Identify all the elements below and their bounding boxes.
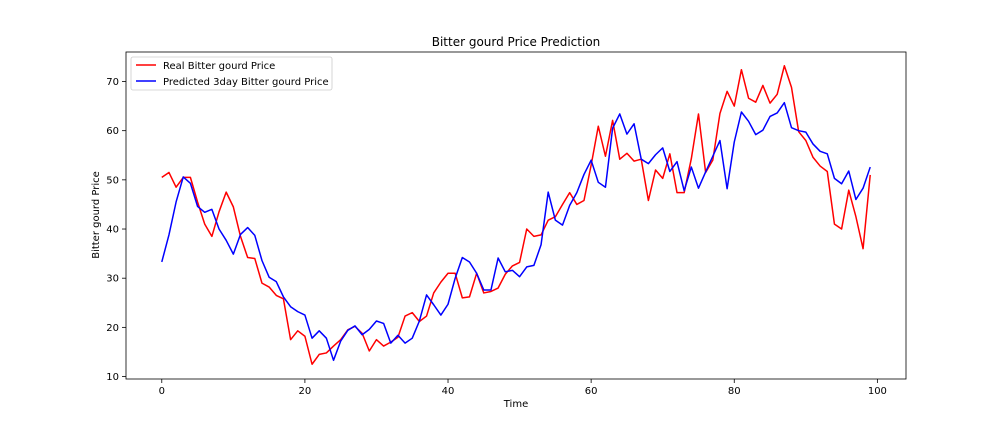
series-line-predicted bbox=[161, 101, 871, 362]
x-axis: 0 20 40 60 80 100 bbox=[159, 379, 887, 397]
legend-label-predicted: Predicted 3day Bitter gourd Price bbox=[163, 77, 329, 88]
x-tick-label: 100 bbox=[868, 386, 887, 397]
y-tick-label: 60 bbox=[106, 126, 119, 137]
legend: Real Bitter gourd Price Predicted 3day B… bbox=[130, 56, 333, 91]
legend-label-real: Real Bitter gourd Price bbox=[163, 61, 275, 72]
plot-lines bbox=[161, 65, 871, 365]
y-axis: 10 20 30 40 50 60 70 bbox=[106, 77, 126, 383]
x-tick-label: 0 bbox=[159, 386, 165, 397]
x-tick-label: 80 bbox=[728, 386, 741, 397]
y-tick-label: 50 bbox=[106, 175, 119, 186]
y-tick-label: 10 bbox=[106, 372, 119, 383]
x-tick-label: 60 bbox=[585, 386, 598, 397]
y-tick-label: 20 bbox=[106, 323, 119, 334]
series-line-real bbox=[161, 65, 871, 365]
plot-frame bbox=[125, 51, 907, 380]
y-axis-label: Bitter gourd Price bbox=[91, 171, 102, 259]
legend-box bbox=[130, 56, 333, 91]
x-tick-label: 40 bbox=[442, 386, 455, 397]
x-axis-label: Time bbox=[503, 399, 528, 410]
chart-title: Bitter gourd Price Prediction bbox=[432, 35, 601, 49]
y-tick-label: 40 bbox=[106, 225, 119, 236]
y-tick-label: 70 bbox=[106, 77, 119, 88]
x-tick-label: 20 bbox=[299, 386, 312, 397]
y-tick-label: 30 bbox=[106, 274, 119, 285]
